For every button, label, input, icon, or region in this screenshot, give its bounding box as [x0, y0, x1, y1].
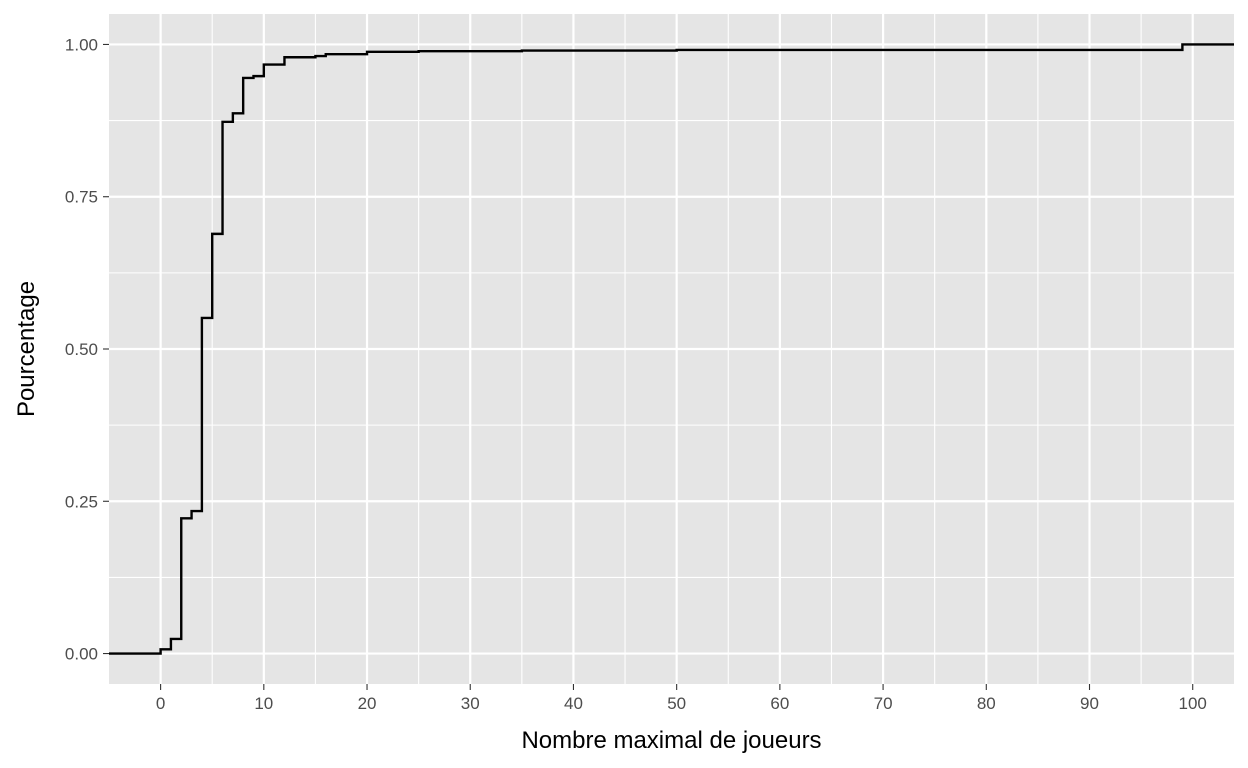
y-tick-label: 1.00 — [65, 35, 98, 54]
y-tick-label: 0.50 — [65, 340, 98, 359]
y-tick-label: 0.25 — [65, 492, 98, 511]
x-axis-ticks: 0 10 20 30 40 50 60 70 80 90 100 — [156, 684, 1207, 713]
x-tick-label: 40 — [564, 694, 583, 713]
x-tick-label: 0 — [156, 694, 165, 713]
x-tick-label: 70 — [874, 694, 893, 713]
x-tick-label: 80 — [977, 694, 996, 713]
major-gridlines — [109, 14, 1234, 684]
x-tick-label: 100 — [1179, 694, 1207, 713]
x-tick-label: 10 — [254, 694, 273, 713]
x-tick-label: 50 — [667, 694, 686, 713]
y-tick-label: 0.00 — [65, 645, 98, 664]
x-tick-label: 90 — [1080, 694, 1099, 713]
y-axis-title: Pourcentage — [13, 281, 40, 417]
y-axis-ticks: 0.00 0.25 0.50 0.75 1.00 — [65, 35, 109, 664]
x-tick-label: 20 — [358, 694, 377, 713]
x-tick-label: 30 — [461, 694, 480, 713]
ecdf-step-line — [109, 43, 1234, 655]
x-tick-label: 60 — [770, 694, 789, 713]
x-axis-title: Nombre maximal de joueurs — [521, 727, 821, 754]
y-tick-label: 0.75 — [65, 188, 98, 207]
